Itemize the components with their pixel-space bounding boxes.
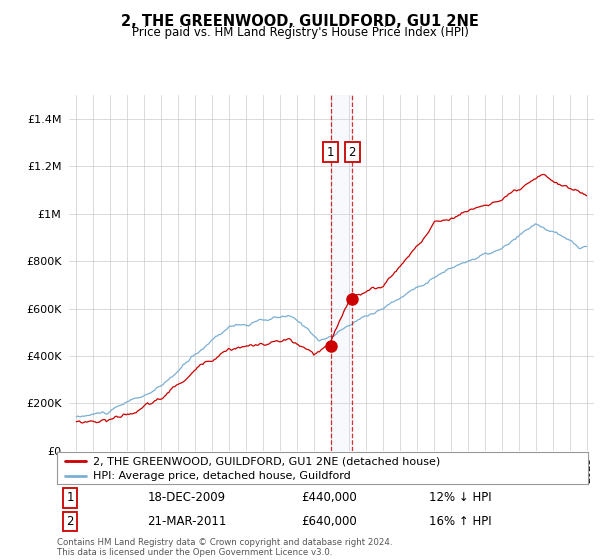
Text: 2: 2 [349, 146, 356, 158]
Text: 2, THE GREENWOOD, GUILDFORD, GU1 2NE (detached house): 2, THE GREENWOOD, GUILDFORD, GU1 2NE (de… [93, 456, 440, 466]
Text: 1: 1 [67, 491, 74, 504]
Text: £440,000: £440,000 [301, 491, 357, 504]
Text: Price paid vs. HM Land Registry's House Price Index (HPI): Price paid vs. HM Land Registry's House … [131, 26, 469, 39]
Text: HPI: Average price, detached house, Guildford: HPI: Average price, detached house, Guil… [93, 472, 351, 481]
Text: 12% ↓ HPI: 12% ↓ HPI [428, 491, 491, 504]
Text: £640,000: £640,000 [301, 515, 357, 528]
Bar [331, 95, 352, 451]
Text: 16% ↑ HPI: 16% ↑ HPI [428, 515, 491, 528]
Text: 2, THE GREENWOOD, GUILDFORD, GU1 2NE: 2, THE GREENWOOD, GUILDFORD, GU1 2NE [121, 14, 479, 29]
Text: 2: 2 [67, 515, 74, 528]
Text: Contains HM Land Registry data © Crown copyright and database right 2024.
This d: Contains HM Land Registry data © Crown c… [57, 538, 392, 557]
Text: 1: 1 [327, 146, 335, 158]
Text: 21-MAR-2011: 21-MAR-2011 [147, 515, 227, 528]
Text: 18-DEC-2009: 18-DEC-2009 [147, 491, 226, 504]
